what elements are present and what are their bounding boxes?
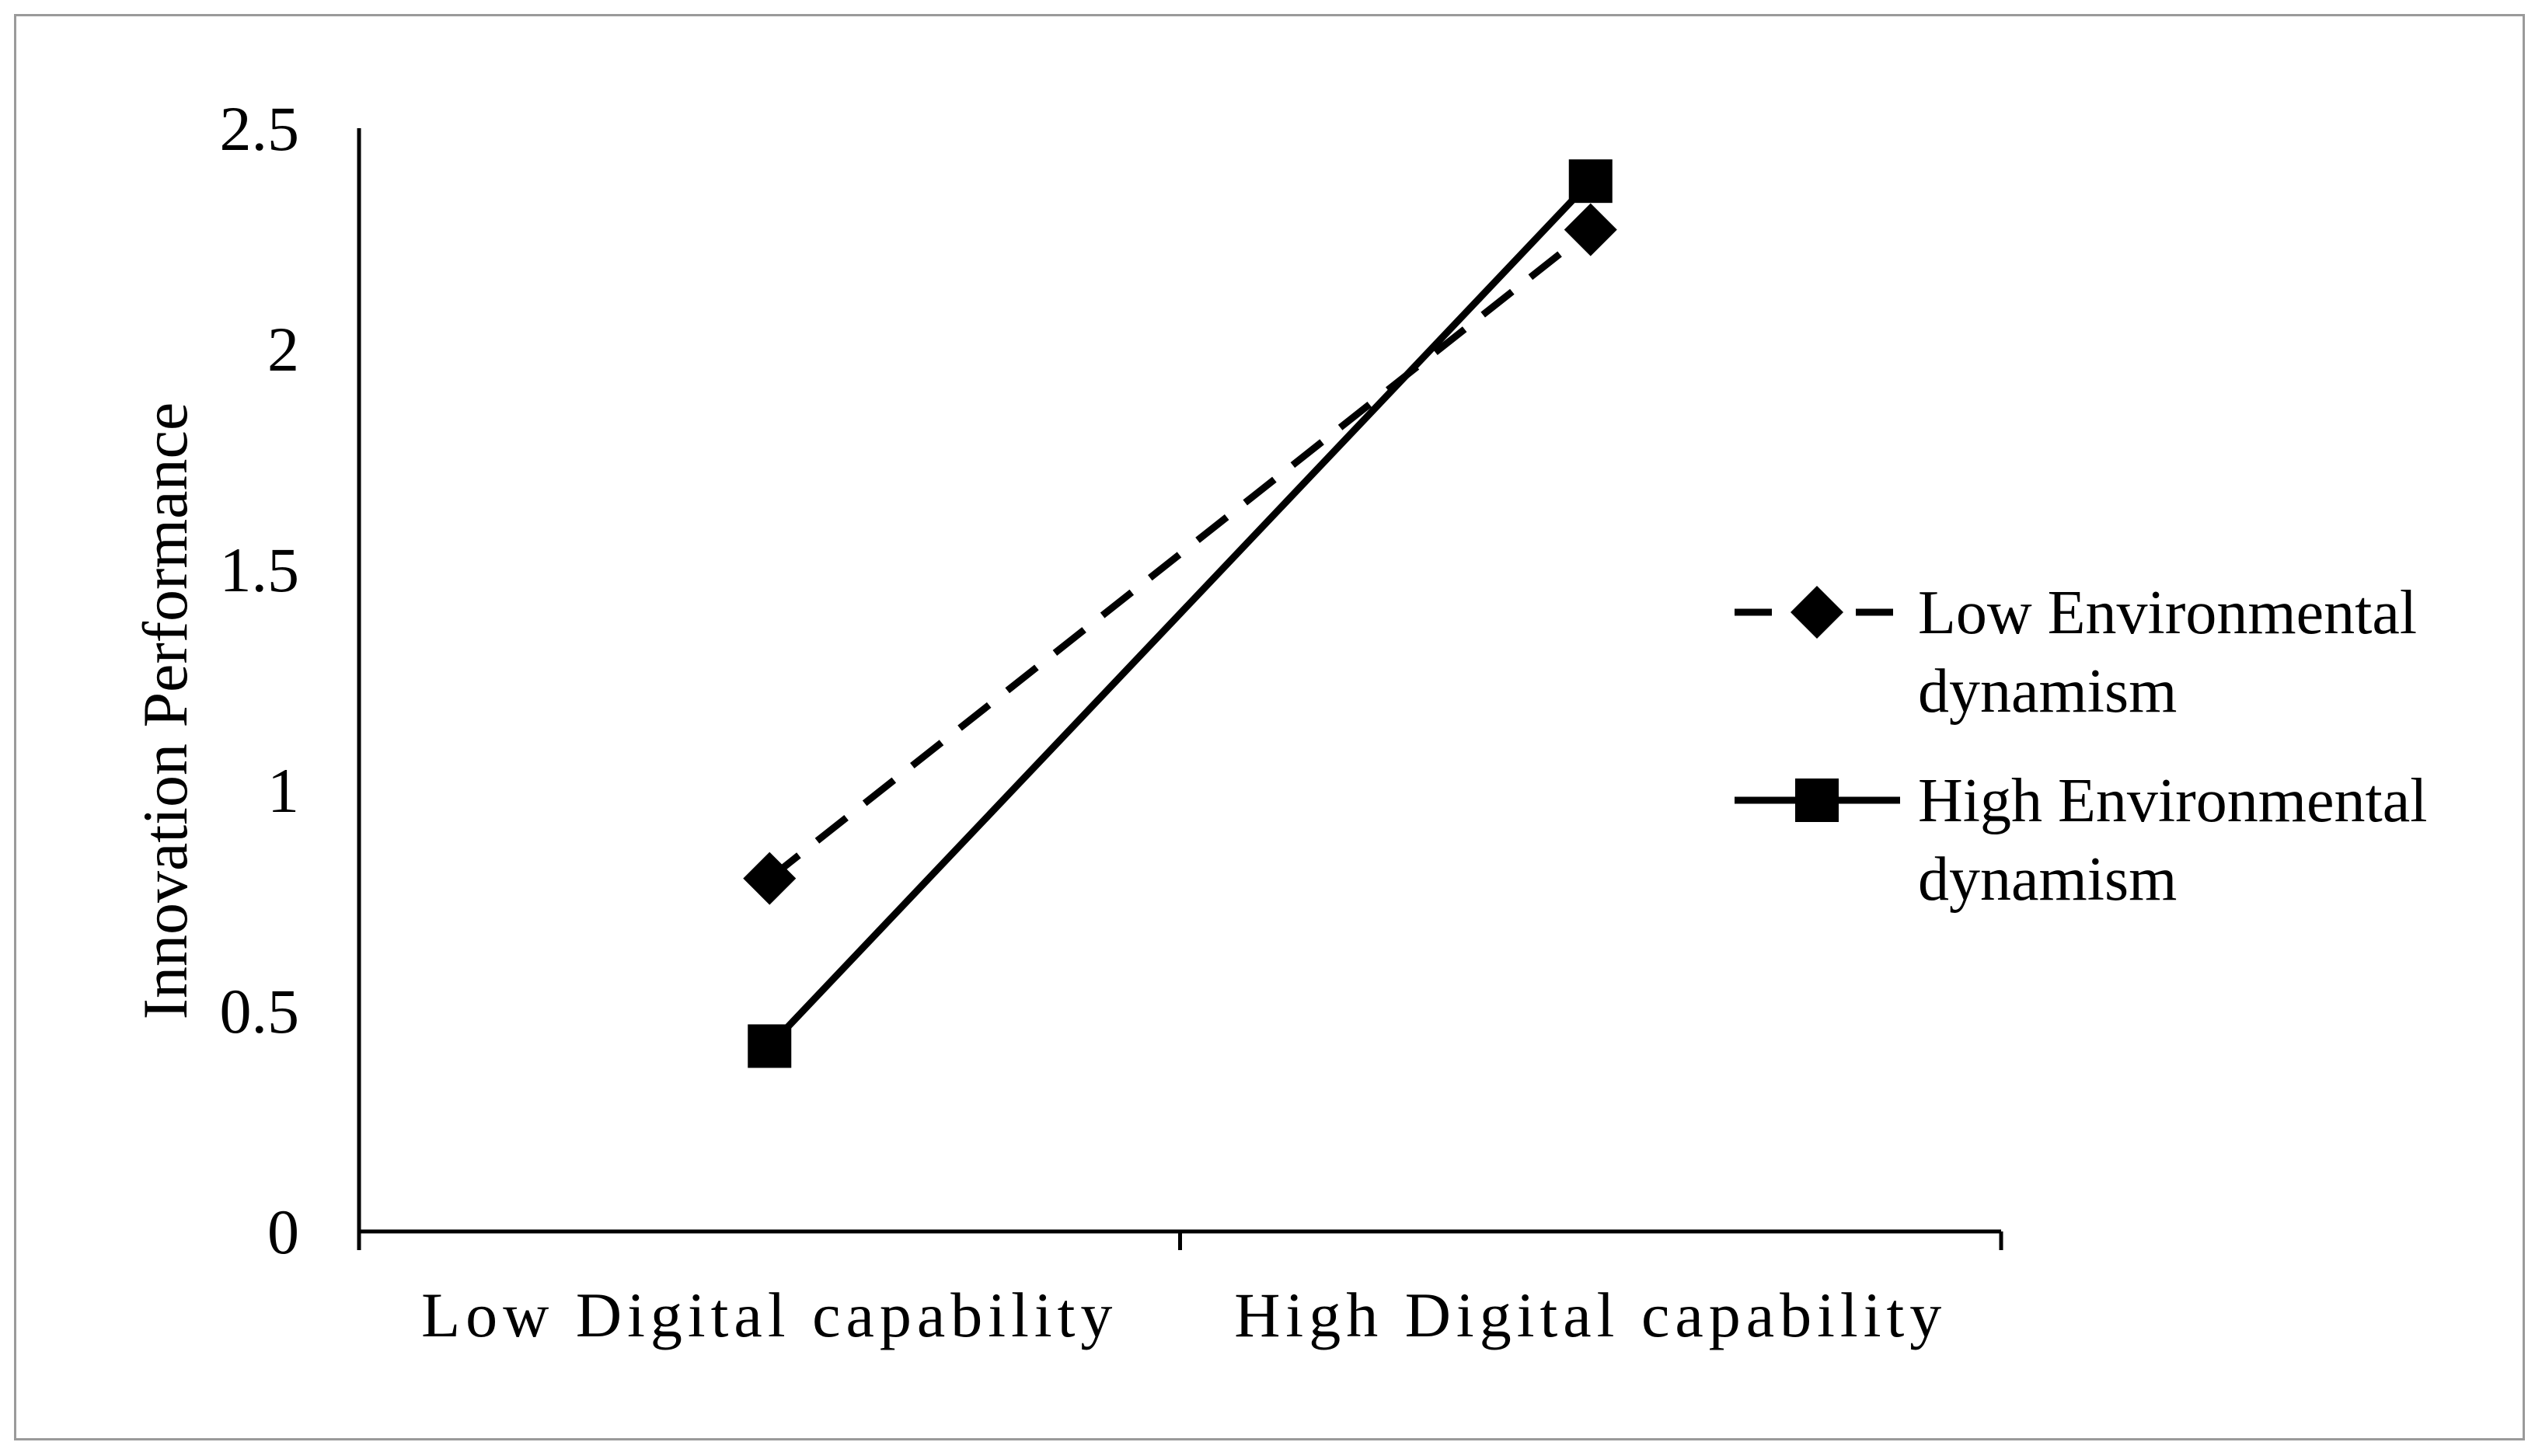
legend-marker-square: [1795, 779, 1839, 822]
data-point-diamond: [743, 852, 797, 905]
y-tick-label: 2: [267, 314, 299, 385]
legend-label: Low Environmental: [1918, 579, 2417, 647]
chart-frame: [14, 14, 2525, 1440]
legend-entry-2: High Environmental dynamism: [1735, 767, 2427, 914]
y-tick-labels: 0 0.5 1 1.5 2 2.5: [220, 93, 300, 1267]
y-tick-label: 0.5: [220, 976, 300, 1047]
series: [743, 159, 1617, 1068]
data-point-diamond: [1564, 203, 1617, 256]
y-tick-label: 2.5: [220, 93, 300, 164]
series-line: [767, 227, 1593, 882]
legend-entry-1: Low Environmental dynamism: [1735, 579, 2417, 726]
x-category-label: High Digital capability: [1234, 1280, 1947, 1350]
x-category-labels: Low Digital capability High Digital capab…: [421, 1280, 1947, 1350]
y-axis-title: Innovation Performance: [130, 402, 201, 1020]
data-point-square: [1568, 159, 1613, 204]
series-line: [766, 179, 1594, 1049]
legend-marker-diamond: [1791, 586, 1843, 639]
legend-label-line2: dynamism: [1918, 845, 2177, 914]
y-tick-label: 0: [267, 1196, 299, 1267]
data-point-square: [748, 1024, 792, 1068]
legend-label: High Environmental: [1918, 767, 2427, 835]
axes: [357, 128, 2003, 1250]
x-category-label: Low Digital capability: [421, 1280, 1118, 1350]
legend-label-line2: dynamism: [1918, 657, 2177, 726]
y-tick-label: 1.5: [220, 535, 300, 605]
y-tick-label: 1: [267, 755, 299, 826]
series-1: [743, 203, 1617, 905]
series-2: [748, 159, 1613, 1068]
